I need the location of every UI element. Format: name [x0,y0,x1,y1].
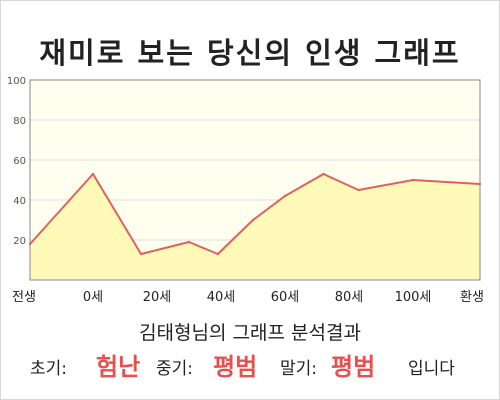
x-axis: 전생 0세 20세 40세 60세 80세 100세 환생 [12,290,484,305]
x-tick-label: 전생 [12,290,36,305]
early-label: 초기: [30,359,68,379]
data-point [322,172,325,176]
data-point [187,240,191,244]
data-point [139,252,143,256]
mid-label: 중기: [156,359,194,379]
x-tick-label: 40세 [207,290,236,305]
data-point [216,252,219,256]
y-axis: 20 40 60 80 100 [7,76,26,247]
data-point [251,218,255,222]
data-point [411,178,415,182]
early-value: 험난 [96,353,141,381]
x-tick-label: 100세 [395,290,432,305]
y-tick-label: 20 [13,236,26,247]
x-tick-label: 0세 [83,290,103,305]
y-tick-label: 60 [13,156,26,167]
data-point [91,172,95,176]
y-tick-label: 100 [7,76,26,87]
y-tick-label: 40 [13,196,26,207]
mid-value: 평범 [213,353,258,381]
analysis-result: 초기: 험난 중기: 평범 말기: 평범 입니다 [0,344,500,384]
x-tick-label: 80세 [335,290,364,305]
data-point [357,188,360,192]
analysis-subtitle: 김태형님의 그래프 분석결과 [139,322,361,344]
y-tick-label: 80 [13,116,26,127]
data-point [283,194,287,198]
late-label: 말기: [280,359,318,379]
life-area [30,174,480,280]
result-suffix: 입니다 [408,359,455,379]
plot-border [29,79,481,281]
x-tick-label: 환생 [460,290,484,305]
late-value: 평범 [331,353,376,381]
x-tick-label: 20세 [143,290,172,305]
life-points [28,172,482,256]
page-title: 재미로 보는 당신의 인생 그래프 [39,36,461,70]
x-tick-label: 60세 [271,290,300,305]
